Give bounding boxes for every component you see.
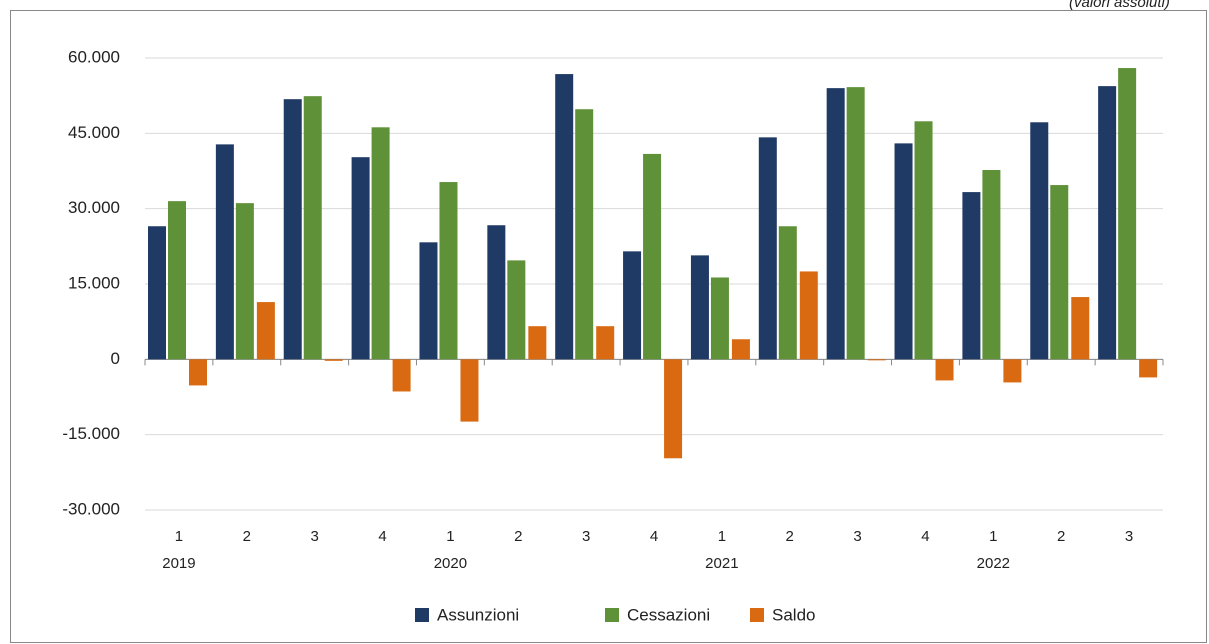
y-tick-label: -30.000	[62, 499, 120, 518]
bar	[758, 137, 777, 360]
bar	[507, 260, 526, 360]
bar	[664, 359, 683, 459]
legend-swatch	[750, 608, 764, 622]
y-tick-label: 30.000	[68, 198, 120, 217]
x-tick-label: 3	[853, 528, 861, 545]
bar	[1071, 297, 1090, 360]
bar	[894, 143, 913, 360]
bar	[148, 226, 166, 360]
bar	[643, 153, 662, 360]
x-tick-label: 1	[446, 528, 454, 545]
bar	[935, 359, 954, 381]
y-tick-label: -15.000	[62, 424, 120, 443]
x-tick-label: 4	[650, 528, 658, 545]
bar	[1050, 185, 1069, 360]
bar	[799, 271, 818, 360]
bar	[303, 96, 322, 360]
y-tick-label: 60.000	[68, 47, 120, 66]
bar	[460, 359, 479, 422]
x-tick-label: 2	[243, 528, 251, 545]
x-tick-label: 3	[310, 528, 318, 545]
chart-subtitle: (valori assoluti)	[1069, 0, 1170, 11]
bar	[555, 74, 574, 360]
x-tick-label: 1	[718, 528, 726, 545]
bar	[168, 201, 186, 360]
bar	[623, 251, 642, 360]
bar	[690, 255, 709, 360]
bar	[575, 109, 594, 360]
bar	[215, 144, 234, 360]
legend-label: Assunzioni	[437, 605, 519, 624]
bar	[867, 359, 886, 361]
bar	[235, 203, 254, 360]
bar	[1098, 86, 1117, 360]
bar	[392, 359, 411, 392]
bar	[826, 88, 845, 360]
bar	[419, 242, 438, 360]
x-tick-label: 3	[1125, 528, 1133, 545]
bar	[1118, 68, 1137, 360]
bar	[596, 326, 615, 360]
legend-swatch	[415, 608, 429, 622]
bar	[1139, 359, 1158, 378]
bar	[962, 192, 981, 360]
x-tick-label: 4	[378, 528, 386, 545]
y-tick-label: 15.000	[68, 273, 120, 292]
bar	[487, 225, 506, 360]
x-tick-label: 2	[514, 528, 522, 545]
bar	[351, 157, 370, 360]
x-tick-label: 3	[582, 528, 590, 545]
bar	[778, 226, 797, 360]
x-tick-label: 1	[175, 528, 183, 545]
x-tick-label: 2	[1057, 528, 1065, 545]
x-group-label: 2022	[977, 555, 1010, 572]
bar	[256, 302, 275, 360]
bar	[324, 359, 343, 361]
bar	[1003, 359, 1022, 383]
bar	[710, 277, 729, 360]
legend-swatch	[605, 608, 619, 622]
x-group-label: 2019	[162, 555, 195, 572]
bar	[439, 182, 458, 360]
y-tick-label: 45.000	[68, 123, 120, 142]
legend-label: Saldo	[772, 605, 815, 624]
bar	[982, 169, 1001, 360]
bar	[528, 326, 547, 360]
legend-label: Cessazioni	[627, 605, 710, 624]
x-tick-label: 2	[786, 528, 794, 545]
x-tick-label: 1	[989, 528, 997, 545]
bar	[189, 359, 207, 386]
chart-frame	[10, 10, 1207, 643]
y-tick-label: 0	[111, 349, 120, 368]
bar	[371, 127, 390, 360]
x-group-label: 2021	[705, 555, 738, 572]
bar	[1030, 122, 1049, 360]
bar	[846, 87, 865, 360]
x-group-label: 2020	[434, 555, 467, 572]
x-tick-label: 4	[921, 528, 929, 545]
bar	[283, 99, 302, 360]
bar	[731, 339, 750, 360]
bar	[914, 121, 933, 360]
